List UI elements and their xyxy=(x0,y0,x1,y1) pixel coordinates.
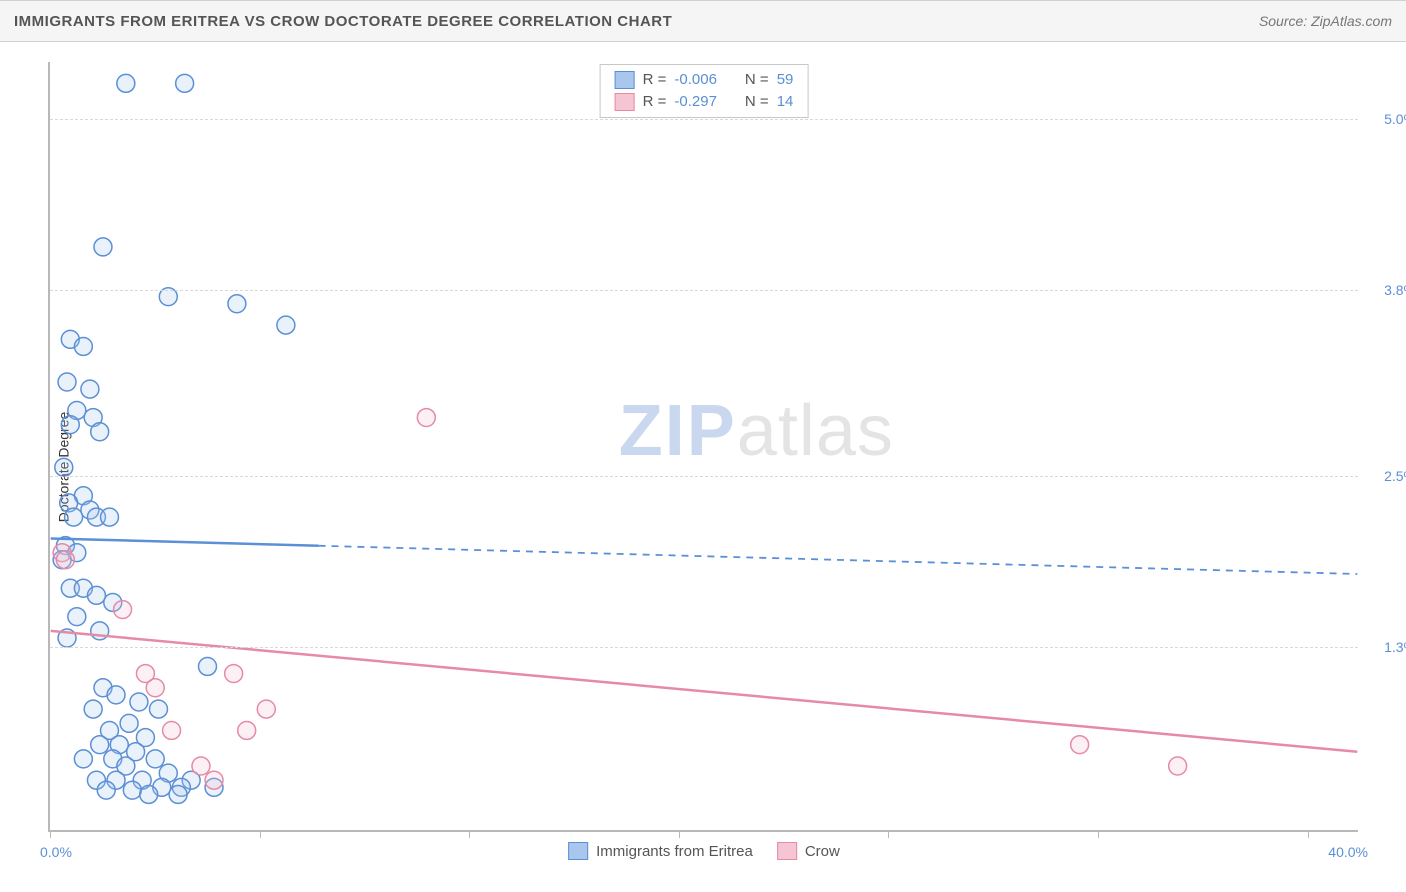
data-point xyxy=(277,316,295,334)
y-tick-label: 1.3% xyxy=(1384,639,1406,655)
gridline xyxy=(50,119,1358,120)
data-point xyxy=(81,380,99,398)
plot-svg xyxy=(50,62,1358,830)
legend-swatch-0 xyxy=(615,71,635,89)
legend-n-value-1: 14 xyxy=(777,91,794,113)
data-point xyxy=(130,693,148,711)
data-point xyxy=(117,74,135,92)
x-tick xyxy=(469,830,470,838)
x-tick xyxy=(888,830,889,838)
legend-correlation: R = -0.006 N = 59 R = -0.297 N = 14 xyxy=(600,64,809,118)
data-point xyxy=(146,679,164,697)
x-tick xyxy=(1308,830,1309,838)
legend-r-value-0: -0.006 xyxy=(674,69,717,91)
data-point xyxy=(199,657,217,675)
data-point xyxy=(87,586,105,604)
x-min-label: 0.0% xyxy=(40,844,72,860)
chart-title: IMMIGRANTS FROM ERITREA VS CROW DOCTORAT… xyxy=(14,13,672,30)
x-tick xyxy=(679,830,680,838)
data-point xyxy=(65,508,83,526)
data-point xyxy=(123,781,141,799)
data-point xyxy=(150,700,168,718)
legend-item-1: Crow xyxy=(777,842,840,860)
data-point xyxy=(74,750,92,768)
data-point xyxy=(58,373,76,391)
data-point xyxy=(192,757,210,775)
gridline xyxy=(50,647,1358,648)
data-point xyxy=(176,74,194,92)
legend-swatch-1 xyxy=(615,93,635,111)
legend-row-1: R = -0.297 N = 14 xyxy=(615,91,794,113)
data-point xyxy=(146,750,164,768)
data-point xyxy=(91,423,109,441)
data-point xyxy=(205,771,223,789)
data-point xyxy=(225,665,243,683)
data-point xyxy=(61,416,79,434)
legend-n-label: N = xyxy=(745,91,769,113)
data-point xyxy=(101,508,119,526)
chart-container: Doctorate Degree ZIPatlas R = -0.006 N =… xyxy=(0,42,1406,892)
legend-r-value-1: -0.297 xyxy=(674,91,717,113)
x-tick xyxy=(1098,830,1099,838)
x-tick xyxy=(50,830,51,838)
y-tick-label: 5.0% xyxy=(1384,111,1406,127)
legend-swatch-b0 xyxy=(568,842,588,860)
data-point xyxy=(68,608,86,626)
y-tick-label: 3.8% xyxy=(1384,282,1406,298)
data-point xyxy=(140,785,158,803)
legend-n-value-0: 59 xyxy=(777,69,794,91)
data-point xyxy=(1071,736,1089,754)
data-point xyxy=(84,700,102,718)
data-point xyxy=(228,295,246,313)
regression-line xyxy=(51,538,319,545)
data-point xyxy=(56,551,74,569)
legend-label-0: Immigrants from Eritrea xyxy=(596,843,753,860)
legend-label-1: Crow xyxy=(805,843,840,860)
regression-line xyxy=(319,546,1358,574)
data-point xyxy=(169,785,187,803)
data-point xyxy=(55,458,73,476)
data-point xyxy=(97,781,115,799)
data-point xyxy=(417,409,435,427)
legend-row-0: R = -0.006 N = 59 xyxy=(615,69,794,91)
legend-swatch-b1 xyxy=(777,842,797,860)
y-tick-label: 2.5% xyxy=(1384,468,1406,484)
data-point xyxy=(114,601,132,619)
x-tick xyxy=(260,830,261,838)
data-point xyxy=(163,721,181,739)
source-label: Source: ZipAtlas.com xyxy=(1259,13,1392,29)
header-bar: IMMIGRANTS FROM ERITREA VS CROW DOCTORAT… xyxy=(0,0,1406,42)
legend-r-label: R = xyxy=(643,91,667,113)
data-point xyxy=(257,700,275,718)
data-point xyxy=(107,686,125,704)
legend-item-0: Immigrants from Eritrea xyxy=(568,842,753,860)
plot-area: ZIPatlas R = -0.006 N = 59 R = -0.297 N … xyxy=(48,62,1358,832)
data-point xyxy=(94,238,112,256)
data-point xyxy=(1169,757,1187,775)
legend-n-label: N = xyxy=(745,69,769,91)
data-point xyxy=(91,736,109,754)
gridline xyxy=(50,290,1358,291)
data-point xyxy=(238,721,256,739)
gridline xyxy=(50,476,1358,477)
data-point xyxy=(74,337,92,355)
legend-r-label: R = xyxy=(643,69,667,91)
legend-series: Immigrants from Eritrea Crow xyxy=(568,842,840,860)
data-point xyxy=(120,714,138,732)
x-max-label: 40.0% xyxy=(1328,844,1368,860)
